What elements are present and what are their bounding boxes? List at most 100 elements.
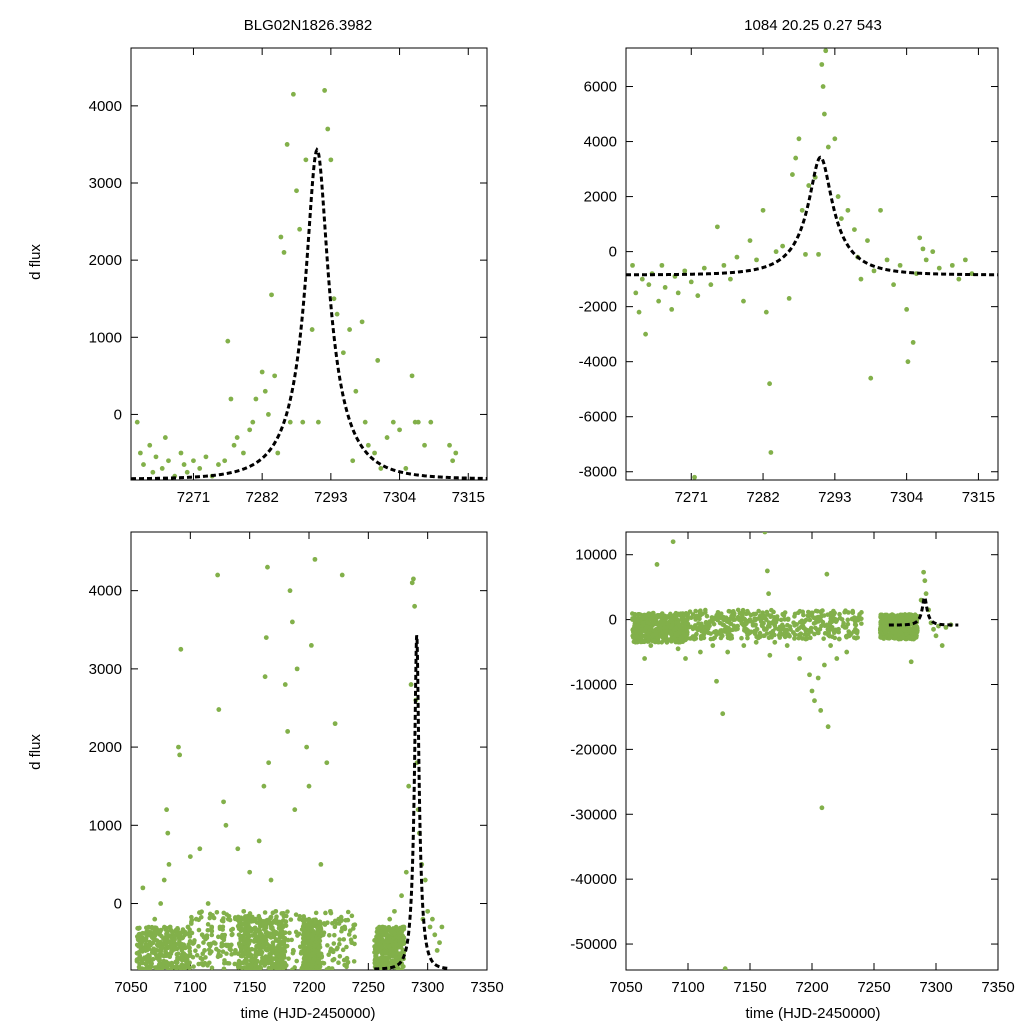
data-point [815, 675, 821, 681]
data-point [378, 929, 384, 935]
data-point [725, 619, 731, 624]
y-tick-label: -2000 [579, 299, 617, 316]
x-tick-label: 7050 [609, 979, 642, 996]
data-point [297, 226, 303, 232]
data-point [325, 943, 330, 948]
data-point [275, 450, 281, 456]
data-point [936, 265, 942, 271]
data-point [818, 708, 824, 713]
data-point [220, 943, 226, 948]
data-point [256, 951, 262, 956]
data-point [659, 262, 665, 268]
data-point [398, 930, 404, 935]
data-point [642, 615, 648, 620]
x-tick-label: 7304 [383, 489, 416, 506]
data-point [269, 292, 274, 298]
data-point [171, 964, 176, 970]
x-tick-label: 7282 [746, 489, 779, 506]
data-point [262, 674, 268, 680]
data-point [318, 925, 323, 930]
data-point [175, 941, 180, 947]
data-point [767, 624, 772, 629]
data-point [910, 340, 916, 345]
data-point [883, 629, 888, 635]
data-point [176, 956, 181, 961]
data-point [721, 262, 727, 268]
data-point [730, 627, 735, 633]
data-point [753, 639, 759, 645]
data-point [806, 613, 811, 619]
y-tick-label: 4000 [584, 134, 617, 151]
data-point [796, 632, 802, 638]
data-point [797, 656, 802, 661]
xlabel-bottom-right: time (HJD-2450000) [745, 1005, 880, 1022]
data-point [304, 965, 309, 970]
data-point [373, 947, 379, 953]
data-point [782, 629, 788, 634]
y-tick-label: -8000 [579, 464, 617, 481]
data-point [153, 454, 159, 460]
data-point [812, 698, 817, 704]
data-point [883, 616, 888, 621]
data-point [278, 234, 284, 240]
data-point [234, 435, 240, 440]
data-point [812, 631, 817, 637]
data-point [221, 966, 227, 970]
data-point [745, 608, 750, 614]
data-point [850, 610, 856, 616]
data-point [395, 965, 401, 970]
data-point [178, 450, 184, 456]
data-point [196, 944, 201, 949]
x-tick-label: 7300 [919, 979, 952, 996]
data-point [923, 257, 929, 263]
data-point [168, 927, 174, 933]
data-point [832, 136, 838, 142]
data-point [754, 634, 759, 640]
data-point [137, 450, 143, 456]
data-point [268, 877, 274, 883]
ylabel-top-left: d flux [27, 244, 44, 280]
data-point [428, 419, 434, 425]
x-tick-label: 7050 [114, 979, 147, 996]
data-point [351, 922, 356, 928]
data-point [164, 925, 169, 931]
data-point [674, 632, 680, 638]
data-point [263, 635, 269, 640]
data-point [285, 937, 291, 943]
data-point [306, 783, 312, 789]
data-point [695, 293, 701, 299]
data-point [209, 965, 215, 970]
data-point [339, 928, 344, 934]
data-point [821, 636, 826, 641]
data-point [173, 927, 179, 933]
data-point [792, 632, 798, 638]
data-point [314, 936, 319, 941]
data-point [762, 633, 767, 638]
data-point [136, 926, 141, 931]
data-point [378, 466, 384, 471]
data-point [690, 612, 696, 617]
data-point [244, 958, 250, 963]
data-point [197, 846, 203, 852]
data-point [717, 620, 723, 626]
data-point [266, 760, 272, 766]
data-point [824, 631, 830, 636]
data-point [830, 627, 836, 633]
data-point [374, 941, 379, 946]
data-point [906, 634, 912, 640]
data-point [265, 564, 270, 570]
data-point [149, 950, 155, 955]
data-point [162, 435, 168, 440]
data-point [865, 238, 870, 244]
data-point [166, 458, 171, 464]
data-point [855, 635, 860, 640]
data-point [698, 636, 704, 641]
data-point [397, 938, 402, 944]
data-point [209, 926, 214, 931]
data-point [748, 629, 754, 635]
data-point [246, 919, 251, 925]
data-point [901, 627, 907, 633]
data-point [259, 369, 265, 375]
data-point [694, 631, 699, 637]
data-point [447, 442, 452, 448]
